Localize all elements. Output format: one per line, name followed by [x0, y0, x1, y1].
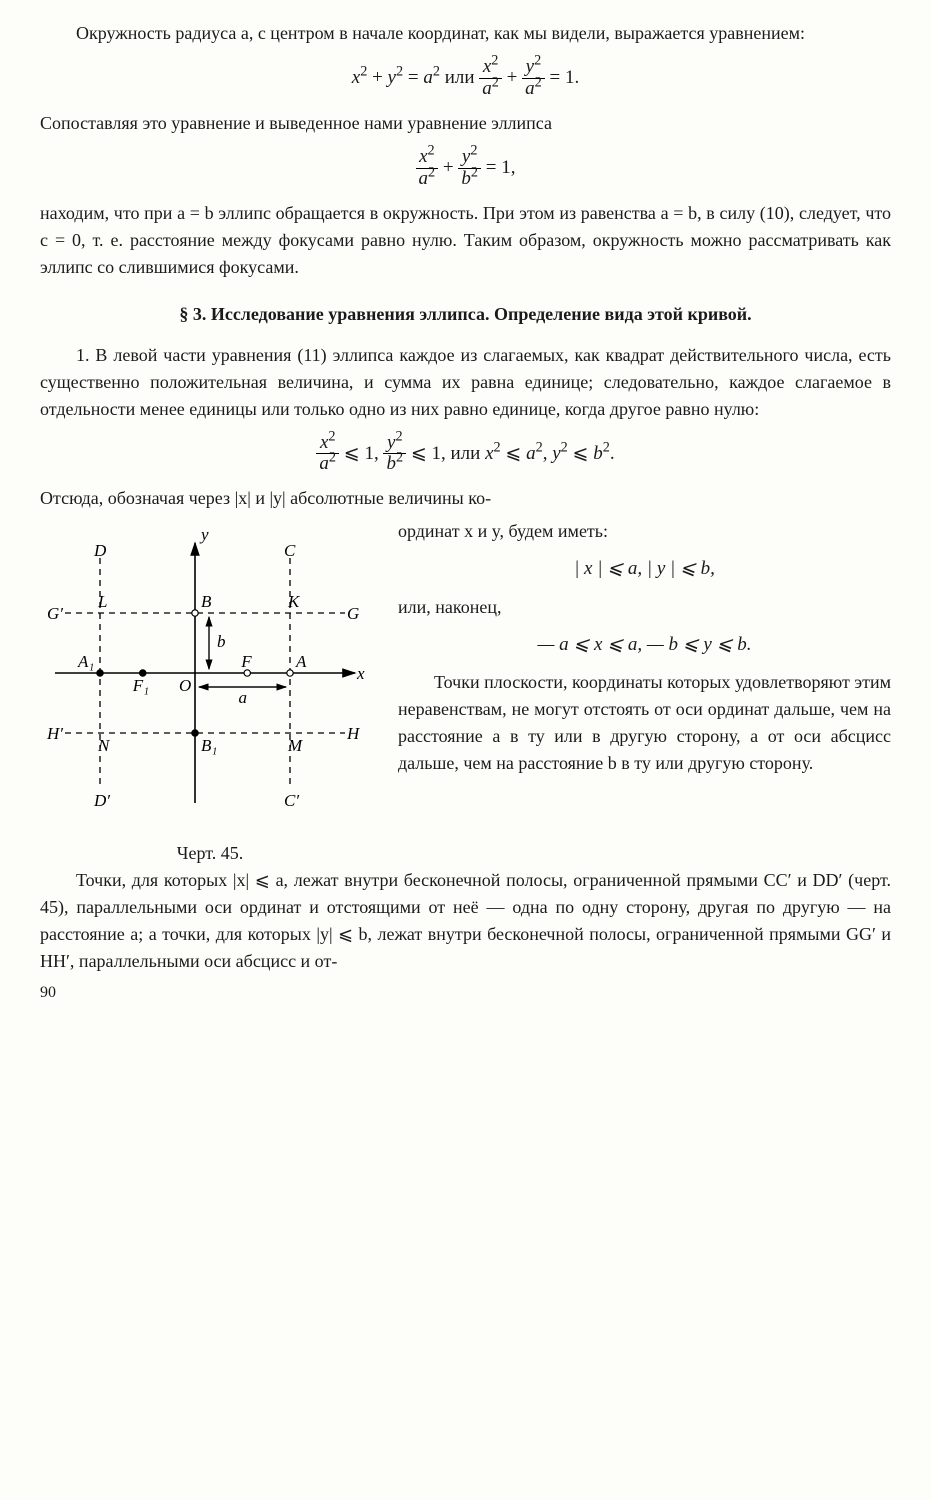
para-5: Отсюда, обозначая через |x| и |y| абсолю…: [40, 485, 891, 512]
svg-text:B: B: [201, 592, 212, 611]
svg-text:C′: C′: [284, 791, 299, 810]
svg-text:b: b: [217, 632, 226, 651]
svg-text:M: M: [287, 736, 303, 755]
svg-text:B₁: B₁: [201, 736, 217, 755]
para-3: находим, что при a = b эллипс обращается…: [40, 200, 891, 281]
figure-45: y x O D C D′ C′ G′ G H′ H L K N M B B₁ A A₁ F F₁ a b Черт. 45.: [40, 518, 380, 867]
svg-text:F: F: [240, 652, 252, 671]
svg-text:C: C: [284, 541, 296, 560]
svg-text:H′: H′: [46, 724, 63, 743]
formula-1: x2 + y2 = a2 или x2a2 + y2a2 = 1.: [40, 57, 891, 100]
para-4: 1. В левой части уравнения (11) эллипса …: [40, 342, 891, 423]
formula-2: x2a2 + y2b2 = 1,: [40, 147, 891, 190]
svg-text:G: G: [347, 604, 359, 623]
svg-text:y: y: [199, 525, 209, 544]
svg-text:F₁: F₁: [132, 676, 149, 695]
para-2: Сопоставляя это уравнение и выведенное н…: [40, 110, 891, 137]
svg-text:K: K: [287, 592, 301, 611]
para-7: Точки плоскости, координаты которых удов…: [398, 669, 891, 777]
para-1: Окружность радиуса a, с центром в начале…: [40, 20, 891, 47]
svg-text:D′: D′: [93, 791, 110, 810]
svg-text:a: a: [239, 688, 248, 707]
svg-text:N: N: [97, 736, 111, 755]
figure-caption: Черт. 45.: [40, 840, 380, 867]
svg-text:A₁: A₁: [77, 652, 94, 671]
svg-text:H: H: [346, 724, 361, 743]
svg-text:A: A: [295, 652, 307, 671]
para-5b: ординат x и y, будем иметь:: [398, 518, 891, 545]
para-8: Точки, для которых |x| ⩽ a, лежат внутри…: [40, 867, 891, 975]
section-title: § 3. Исследование уравнения эллипса. Опр…: [40, 301, 891, 328]
svg-text:x: x: [356, 664, 365, 683]
formula-3: x2a2 ⩽ 1, y2b2 ⩽ 1, или x2 ⩽ a2, y2 ⩽ b2…: [40, 433, 891, 476]
formula-4a: | x | ⩽ a, | y | ⩽ b,: [398, 555, 891, 584]
page-number: 90: [40, 981, 891, 1005]
svg-text:L: L: [97, 592, 107, 611]
svg-text:G′: G′: [47, 604, 63, 623]
svg-text:D: D: [93, 541, 107, 560]
formula-4b: — a ⩽ x ⩽ a, — b ⩽ y ⩽ b.: [398, 631, 891, 660]
para-6: или, наконец,: [398, 594, 891, 621]
svg-text:O: O: [179, 676, 191, 695]
